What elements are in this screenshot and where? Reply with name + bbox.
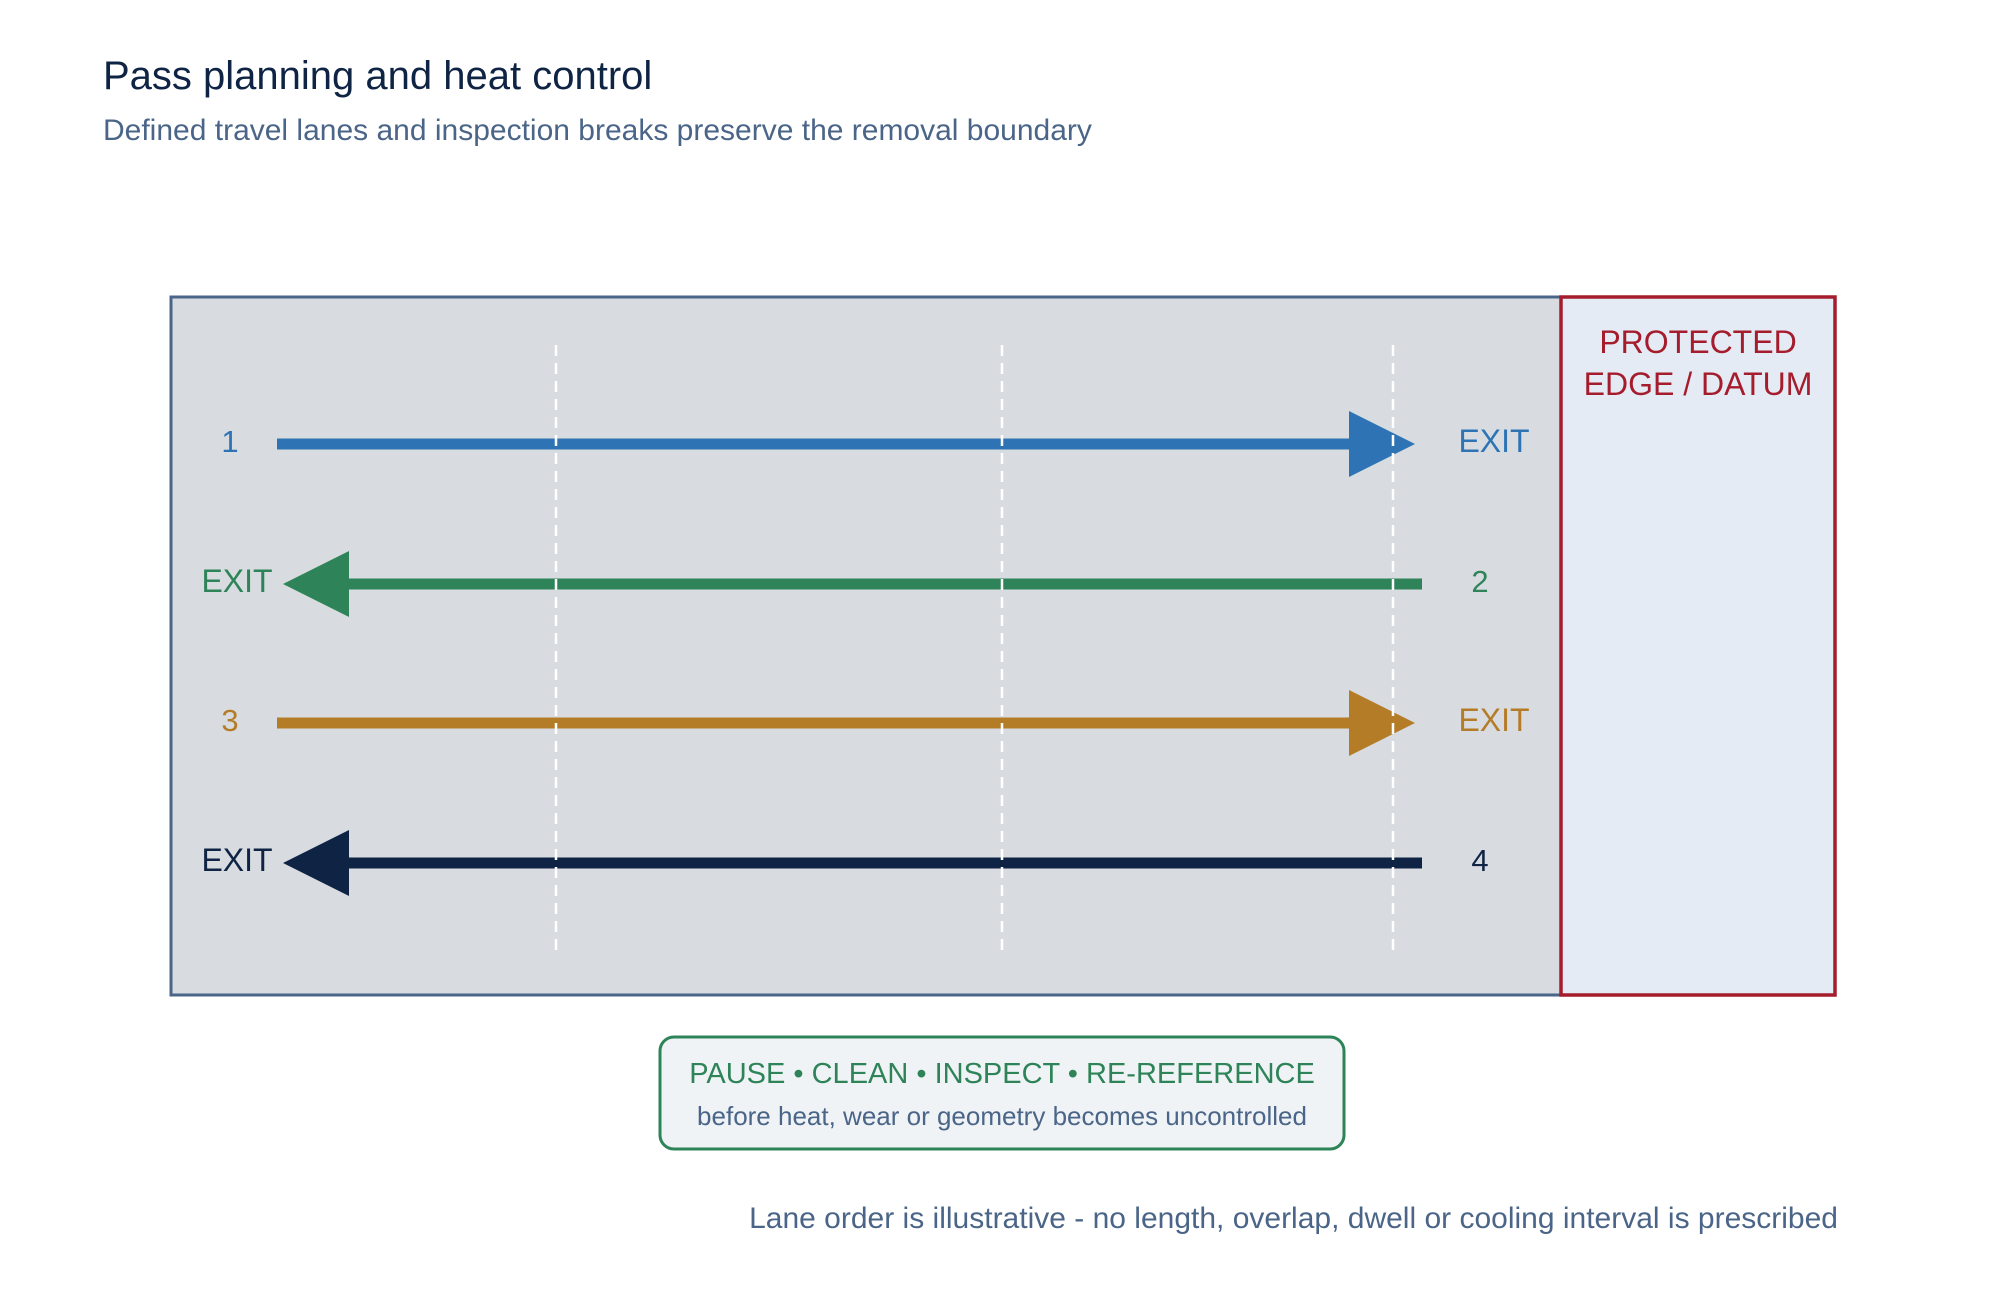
lane-3-number: 3 (221, 703, 238, 738)
work-area (169, 295, 1563, 997)
lane-2-exit-label: EXIT (201, 563, 272, 599)
lane-1-number: 1 (221, 424, 238, 459)
lane-3-exit-label: EXIT (1458, 702, 1529, 738)
callout-heading: PAUSE • CLEAN • INSPECT • RE-REFERENCE (689, 1058, 1315, 1090)
lane-4-exit-label: EXIT (201, 842, 272, 878)
lane-1-exit-label: EXIT (1458, 423, 1529, 459)
inspection-callout (658, 1035, 1346, 1151)
lane-2-number: 2 (1471, 564, 1488, 599)
page-title: Pass planning and heat control (103, 54, 653, 98)
protected-edge-zone (1559, 295, 1837, 997)
page-subtitle: Defined travel lanes and inspection brea… (103, 114, 1092, 147)
protected-zone-label-line1: PROTECTED (1599, 324, 1796, 360)
callout-text: before heat, wear or geometry becomes un… (697, 1101, 1307, 1131)
protected-zone-label-line2: EDGE / DATUM (1584, 366, 1813, 402)
footnote: Lane order is illustrative - no length, … (749, 1202, 1838, 1235)
lane-4-number: 4 (1471, 843, 1488, 878)
